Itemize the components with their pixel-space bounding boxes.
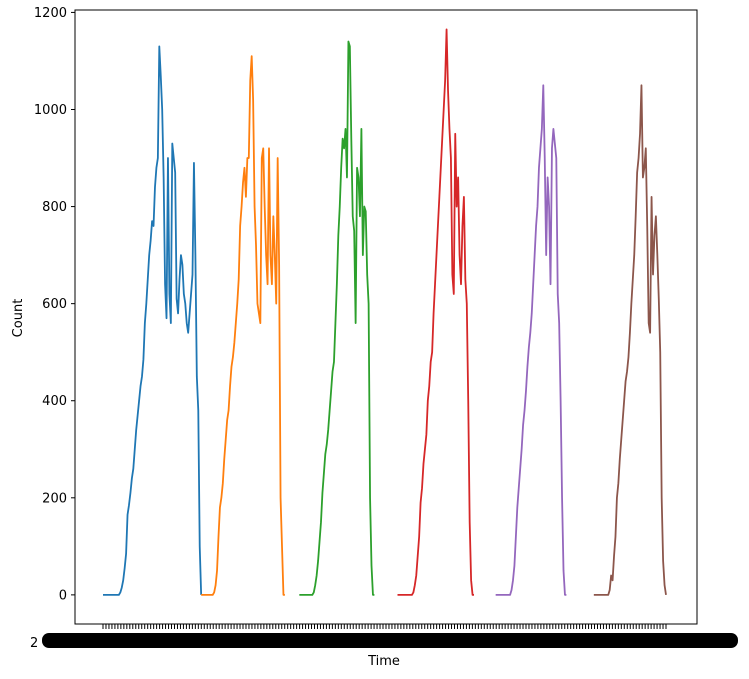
series-line-1 (103, 45, 203, 596)
x-tick-label-first: 2 (30, 636, 38, 651)
series-line-6 (593, 84, 667, 596)
y-tick-label: 800 (42, 200, 67, 215)
y-axis-title: Count (11, 299, 26, 338)
y-tick-label: 0 (59, 588, 67, 603)
series-line-2 (201, 55, 285, 596)
y-tick-label: 1200 (34, 6, 67, 21)
series-line-4 (397, 28, 474, 596)
x-axis-title: Time (367, 654, 400, 669)
y-tick-label: 1000 (34, 103, 67, 118)
y-tick-label: 200 (42, 491, 67, 506)
series-line-5 (495, 84, 567, 596)
y-tick-label: 600 (42, 297, 67, 312)
plot-area (74, 9, 698, 625)
series-group (103, 28, 667, 596)
x-axis: 2 (30, 624, 738, 651)
y-tick-label: 400 (42, 394, 67, 409)
series-line-3 (299, 40, 375, 596)
x-tick-labels-overlap (42, 633, 738, 648)
y-axis: 0 200 400 600 800 1000 1200 (34, 6, 75, 603)
